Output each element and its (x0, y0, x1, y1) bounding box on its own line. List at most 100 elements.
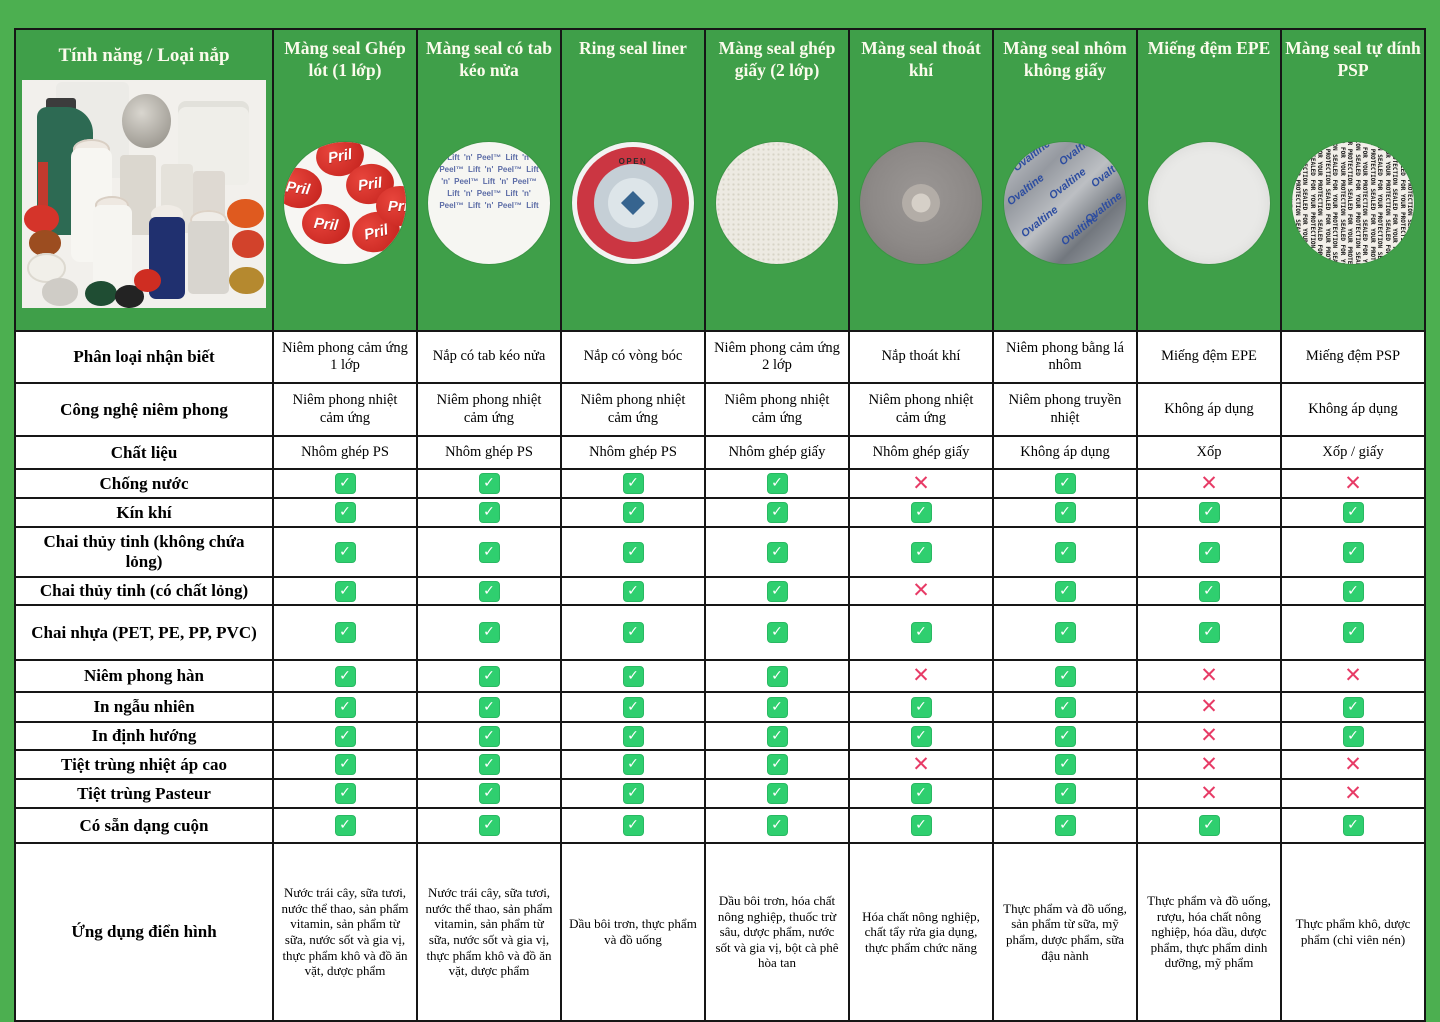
check-icon: ✓ (334, 696, 356, 718)
cell: ✓ (704, 778, 850, 809)
cell: ✓ (1280, 691, 1426, 723)
column-header-5: Màng seal thoát khí (848, 28, 994, 332)
check-icon: ✓ (766, 815, 788, 836)
x-icon: ✕ (912, 663, 930, 687)
check-icon: ✓ (1198, 502, 1220, 523)
check-icon: ✓ (478, 622, 500, 643)
cell: Niêm phong nhiệt cảm ứng (704, 382, 850, 437)
check-icon: ✓ (622, 725, 644, 747)
column-title: Màng seal thoát khí (861, 38, 981, 80)
cell: ✓ (848, 778, 994, 809)
check-icon: ✓ (1054, 783, 1076, 804)
cell: ✓ (416, 778, 562, 809)
open-label: OPEN (618, 157, 648, 166)
cell: ✓ (704, 604, 850, 661)
cell: ✓ (992, 576, 1138, 606)
check-icon: ✓ (766, 783, 788, 804)
cell: ✕ (1136, 749, 1282, 780)
cell: ✕ (1280, 659, 1426, 693)
cell: ✓ (992, 526, 1138, 578)
column-title: Ring seal liner (579, 38, 687, 58)
ovaltine-text: Ovaltine (1088, 153, 1126, 191)
check-icon: ✓ (478, 815, 500, 836)
cell: Nhôm ghép giấy (704, 435, 850, 470)
seal-comparison-table: Tính năng / Loại nắp (14, 28, 1426, 1022)
vent-hole (911, 193, 931, 213)
check-icon: ✓ (766, 665, 788, 687)
check-icon: ✓ (622, 502, 644, 523)
check-icon: ✓ (478, 754, 500, 775)
check-icon: ✓ (1342, 541, 1364, 563)
column-title: Màng seal nhôm không giấy (1003, 38, 1127, 80)
check-icon: ✓ (910, 815, 932, 836)
check-icon: ✓ (478, 541, 500, 563)
cell: ✓ (560, 807, 706, 844)
cell: Niêm phong cảm ứng 2 lớp (704, 330, 850, 384)
check-icon: ✓ (1342, 502, 1364, 523)
cell: Nắp có vòng bóc (560, 330, 706, 384)
cell: Thực phẩm và đồ uống, rượu, hóa chất nôn… (1136, 842, 1282, 1022)
cell: Không áp dụng (1136, 382, 1282, 437)
cell: Niêm phong nhiệt cảm ứng (848, 382, 994, 437)
check-icon: ✓ (334, 725, 356, 747)
cell: ✓ (1136, 604, 1282, 661)
check-icon: ✓ (1198, 622, 1220, 643)
table-row: Chai thủy tinh (có chất lỏng) ✓ ✓ ✓ ✓ ✕ ✓ ✓ ✓ (14, 576, 1426, 606)
cell: ✓ (272, 526, 418, 578)
check-icon: ✓ (334, 502, 356, 523)
check-icon: ✓ (334, 580, 356, 602)
cell: ✓ (272, 659, 418, 693)
cell: ✓ (560, 721, 706, 751)
cell: ✓ (272, 778, 418, 809)
column-header-4: Màng seal ghép giấy (2 lớp) (704, 28, 850, 332)
check-icon: ✓ (622, 473, 644, 494)
check-icon: ✓ (622, 580, 644, 602)
check-icon: ✓ (1198, 541, 1220, 563)
cell: Dầu bôi trơn, hóa chất nông nghiệp, thuố… (704, 842, 850, 1022)
check-icon: ✓ (1198, 815, 1220, 836)
column-header-1: Màng seal Ghép lót (1 lớp) Pril Pril Pril Pr… (272, 28, 418, 332)
cell: ✓ (992, 468, 1138, 499)
cell: ✓ (416, 526, 562, 578)
row-label: Phân loại nhận biết (14, 330, 274, 384)
cell: ✓ (848, 497, 994, 528)
pril-seal-image: PrilPrilPrilPrilPrilPril (284, 142, 406, 264)
table-row: Kín khí ✓ ✓ ✓ ✓ ✓ ✓ ✓ ✓ (14, 497, 1426, 528)
row-label: Kín khí (14, 497, 274, 528)
table-row: In định hướng ✓ ✓ ✓ ✓ ✓ ✓ ✕ ✓ (14, 721, 1426, 751)
check-icon: ✓ (1054, 725, 1076, 747)
column-title: Màng seal có tab kéo nửa (426, 38, 552, 80)
cell: ✓ (560, 778, 706, 809)
check-icon: ✓ (1198, 580, 1220, 602)
x-icon: ✕ (1200, 694, 1218, 718)
ovaltine-text: Ovaltine (1046, 165, 1089, 203)
cell: Thực phẩm khô, dược phẩm (chỉ viên nén) (1280, 842, 1426, 1022)
cell: ✓ (560, 659, 706, 693)
cell: Xốp / giấy (1280, 435, 1426, 470)
column-header-6: Màng seal nhôm không giấy Ovaltine Ovaltin… (992, 28, 1138, 332)
cell: ✓ (416, 497, 562, 528)
cell: Niêm phong nhiệt cảm ứng (560, 382, 706, 437)
table-row: Chất liệu Nhôm ghép PS Nhôm ghép PS Nhôm gh… (14, 435, 1426, 470)
cell: Nhôm ghép PS (272, 435, 418, 470)
ovaltine-text: Ovaltine (1056, 142, 1099, 169)
check-icon: ✓ (334, 754, 356, 775)
liftnpeel-text: Lift 'n' Peel™ Lift 'n' Peel™ Lift 'n' P… (439, 153, 539, 210)
cell: ✕ (1136, 659, 1282, 693)
check-icon: ✓ (334, 783, 356, 804)
check-icon: ✓ (910, 541, 932, 563)
check-icon: ✓ (766, 541, 788, 563)
check-icon: ✓ (1342, 622, 1364, 643)
cell: ✓ (272, 807, 418, 844)
cell: Nhôm ghép giấy (848, 435, 994, 470)
cell: ✕ (848, 468, 994, 499)
ovaltine-text: Ovaltine (1018, 203, 1061, 241)
cell: ✓ (416, 749, 562, 780)
check-icon: ✓ (1054, 815, 1076, 836)
cell: ✓ (416, 807, 562, 844)
check-icon: ✓ (1054, 665, 1076, 687)
cell: Nhôm ghép PS (416, 435, 562, 470)
table-row: Chai thủy tinh (không chứa lỏng) ✓ ✓ ✓ ✓ ✓ ✓ ✓ ✓ (14, 526, 1426, 578)
cell: ✕ (1136, 778, 1282, 809)
x-icon: ✕ (912, 470, 930, 495)
